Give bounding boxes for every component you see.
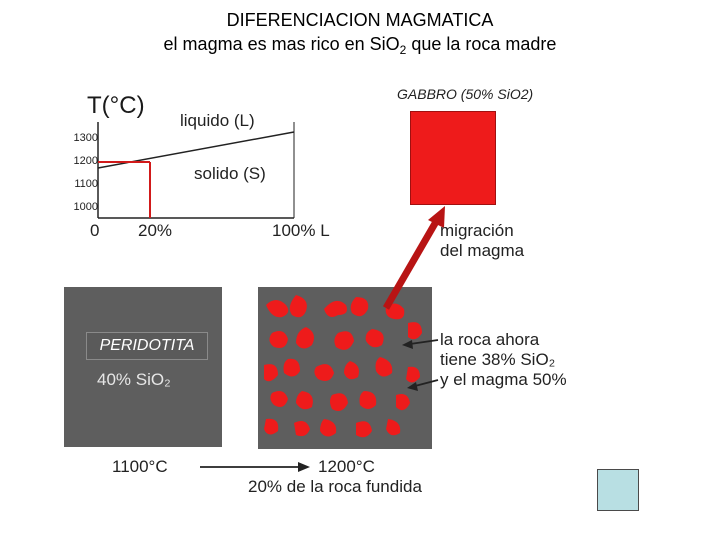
rock-composition-text: la roca ahora tiene 38% SiO₂ y el magma … (440, 330, 567, 390)
y-tick-1200: 1200 (73, 155, 98, 167)
x-tick-100-l: 100% L (272, 221, 330, 240)
migration-line2: del magma (440, 241, 525, 260)
rock-line3: y el magma 50% (440, 370, 567, 389)
slide-title: DIFERENCIACION MAGMATICA (226, 10, 494, 30)
temperature-arrow (200, 462, 310, 472)
rock-line1: la roca ahora (440, 330, 540, 349)
subtitle-prefix: el magma es mas rico en Si (163, 34, 386, 54)
peridotite-block (64, 287, 222, 447)
peridotite-sio2: 40% SiO₂ (97, 370, 171, 389)
temp-left-label: 1100°C (112, 457, 168, 476)
x-tick-0: 0 (90, 221, 100, 240)
gabbro-label: GABBRO (50% SiO2) (397, 86, 534, 102)
y-tick-1300: 1300 (73, 132, 98, 144)
melt-pockets (264, 295, 422, 438)
migration-line1: migración (440, 221, 514, 240)
migration-arrow (382, 206, 445, 310)
subtitle-suffix: que la roca madre (406, 34, 557, 54)
x-tick-20: 20% (138, 221, 173, 240)
slide-subtitle: el magma es mas rico en SiO2 que la roca… (0, 34, 720, 57)
melted-rock-block (258, 287, 432, 449)
y-tick-1100: 1100 (74, 178, 98, 190)
peridotite-label: PERIDOTITA (86, 332, 208, 360)
subtitle-subscript: 2 (399, 43, 407, 57)
action-button[interactable] (597, 469, 639, 511)
pointer-arrow-magma (407, 379, 439, 391)
rock-line2: tiene 38% SiO₂ (440, 350, 556, 369)
liquidus-label: liquido (L) (180, 111, 255, 130)
subtitle-o: O (385, 34, 400, 54)
gabbro-block (410, 111, 496, 205)
melt-caption: 20% de la roca fundida (248, 477, 422, 496)
graph-y-axis-label: T(°C) (87, 92, 145, 119)
solidus-label: solido (S) (194, 164, 266, 183)
y-tick-1000: 1000 (73, 201, 98, 213)
temp-right-label: 1200°C (318, 457, 375, 476)
pointer-arrow-rock (402, 339, 439, 349)
migration-label: migración del magma (440, 221, 524, 261)
